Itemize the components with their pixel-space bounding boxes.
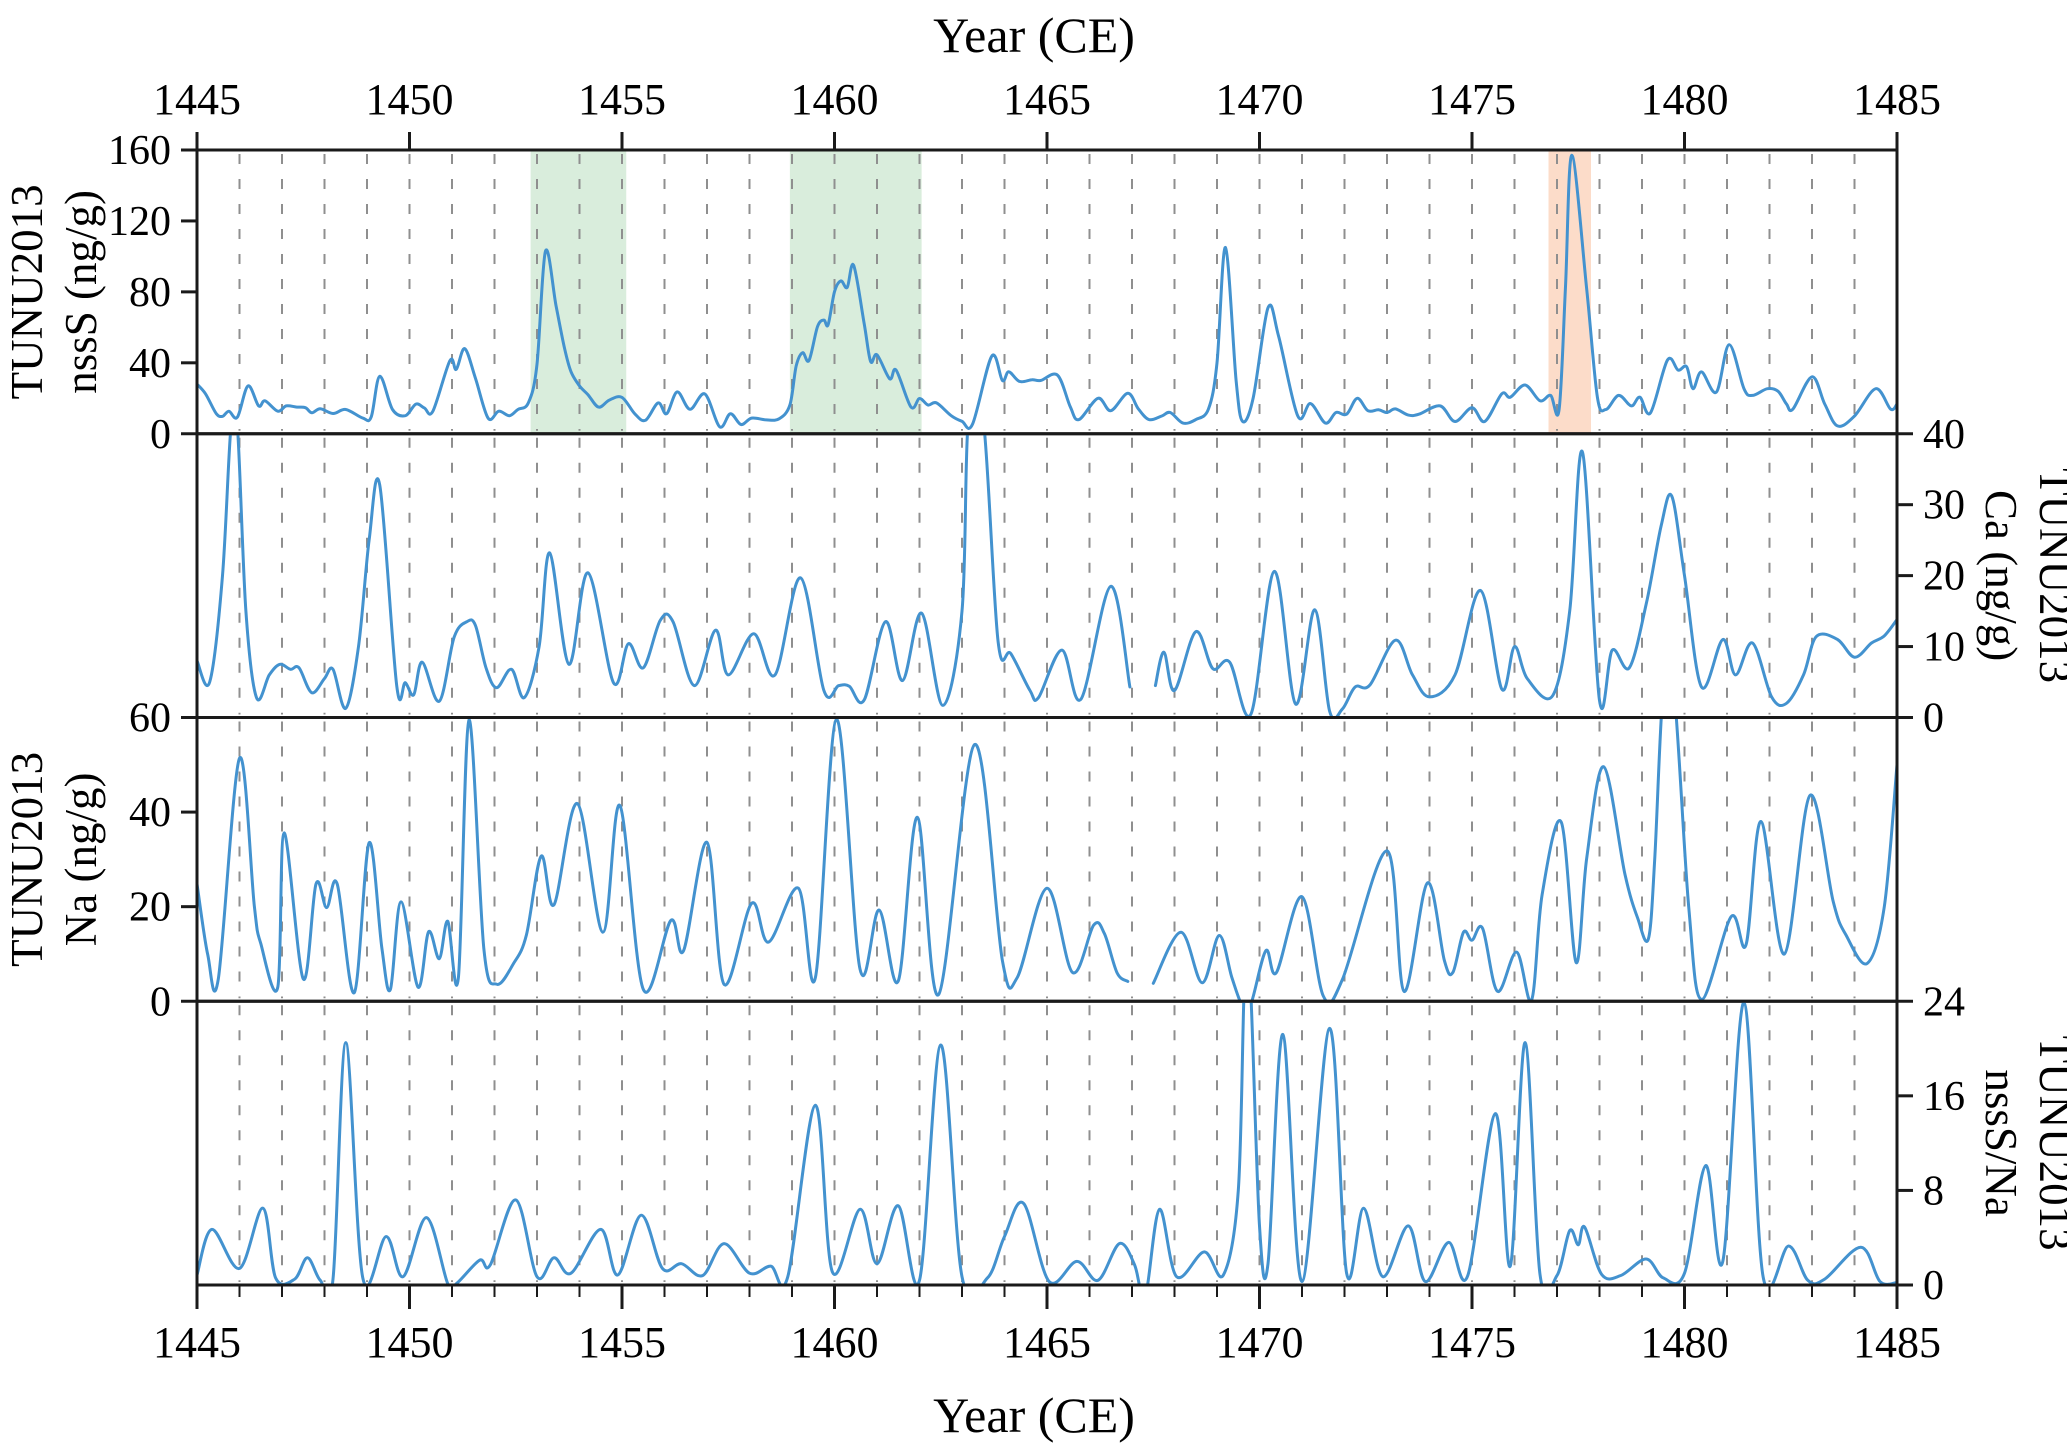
x-tick-label-top: 1465	[1003, 75, 1091, 124]
y-tick-label-nssS/Na: 16	[1923, 1074, 1965, 1120]
y-tick-label-nssS: 80	[129, 270, 171, 316]
x-tick-label-bottom: 1445	[153, 1318, 241, 1367]
series-nssS/Na-segment-1	[197, 1001, 1897, 1285]
series-nssS-segment-1	[197, 153, 1897, 430]
y-tick-label-nssS/Na: 0	[1923, 1263, 1944, 1309]
y-tick-label-Na: 0	[150, 979, 171, 1025]
gridlines-Na	[238, 721, 1856, 999]
bottom-axis-title: Year (CE)	[933, 1387, 1135, 1443]
x-tick-label-top: 1480	[1641, 75, 1729, 124]
y-tick-label-Na: 20	[129, 885, 171, 931]
x-tick-label-top: 1455	[578, 75, 666, 124]
series-Na-segment-2	[1151, 717, 1897, 1002]
x-tick-label-bottom: 1460	[791, 1318, 879, 1367]
axis-title-core-Na: TUNU2013	[2, 752, 52, 967]
y-axis-Ca: 0 10 20 30 40	[1897, 412, 1965, 742]
y-tick-label-nssS: 40	[129, 341, 171, 387]
panel-Na: 0 20 40 60 TUNU2013 Na (ng/g)	[2, 696, 1899, 1025]
y-tick-label-Na: 60	[129, 696, 171, 742]
x-axis-top: 1445 1450 1455 1460 1465 1470 1475 1480 1485	[153, 75, 1941, 150]
y-tick-label-Ca: 10	[1923, 625, 1965, 671]
axis-title-unit-nssS/Na: nssS/Na	[1976, 1069, 2026, 1217]
y-tick-label-nssS: 160	[108, 128, 171, 174]
y-tick-label-Ca: 30	[1923, 483, 1965, 529]
axis-title-unit-nssS: nssS (ng/g)	[56, 190, 106, 394]
gridlines-Ca	[238, 437, 1856, 715]
x-tick-label-top: 1470	[1216, 75, 1304, 124]
panel-border-nssS	[195, 148, 1899, 436]
axis-title-unit-Ca: Ca (ng/g)	[1976, 490, 2026, 661]
axis-title-core-nssS: TUNU2013	[2, 184, 52, 399]
x-tick-label-top: 1445	[153, 75, 241, 124]
highlight-green-band-1453-1455	[530, 150, 627, 434]
x-tick-label-bottom: 1455	[578, 1318, 666, 1367]
y-tick-label-nssS/Na: 8	[1923, 1168, 1944, 1214]
x-tick-label-bottom: 1480	[1641, 1318, 1729, 1367]
x-tick-label-top: 1450	[366, 75, 454, 124]
x-tick-label-bottom: 1485	[1853, 1318, 1941, 1367]
y-axis-nssS: 0 40 80 120 160	[108, 128, 197, 458]
highlight-green-band-1459-1462	[789, 150, 922, 434]
gridlines-nssS/Na	[238, 1005, 1856, 1282]
y-tick-label-Ca: 0	[1923, 696, 1944, 742]
series-Ca-segment-2	[1153, 449, 1897, 718]
axis-title-unit-Na: Na (ng/g)	[56, 773, 106, 947]
y-tick-label-nssS: 0	[150, 412, 171, 458]
x-tick-label-top: 1485	[1853, 75, 1941, 124]
x-tick-label-top: 1460	[791, 75, 879, 124]
y-tick-label-Ca: 40	[1923, 412, 1965, 458]
x-tick-label-bottom: 1450	[366, 1318, 454, 1367]
axis-title-core-nssS/Na: TUNU2013	[2030, 1036, 2067, 1251]
y-axis-Na: 0 20 40 60	[129, 696, 197, 1025]
x-axis-bottom: 1445 1450 1455 1460 1465 1470 1475 1480 1485	[153, 1285, 1941, 1367]
y-axis-nssS/Na: 0 8 16 24	[1897, 979, 1965, 1309]
x-tick-label-bottom: 1470	[1216, 1318, 1304, 1367]
series-Na-segment-1	[197, 717, 1130, 997]
gridlines-nssS	[238, 154, 1856, 431]
y-tick-label-nssS/Na: 24	[1923, 979, 1965, 1025]
panel-border-nssS/Na	[195, 999, 1899, 1287]
x-tick-label-bottom: 1475	[1428, 1318, 1516, 1367]
y-tick-label-Ca: 20	[1923, 554, 1965, 600]
x-tick-label-top: 1475	[1428, 75, 1516, 124]
y-tick-label-Na: 40	[129, 790, 171, 836]
top-axis-title: Year (CE)	[933, 7, 1135, 63]
y-tick-label-nssS: 120	[108, 199, 171, 245]
x-tick-label-bottom: 1465	[1003, 1318, 1091, 1367]
axis-title-core-Ca: TUNU2013	[2030, 468, 2067, 683]
panel-nssS: 0 40 80 120 160 TUNU2013 nssS (ng/g)	[2, 128, 1899, 458]
series-Ca-segment-1	[197, 433, 1132, 710]
